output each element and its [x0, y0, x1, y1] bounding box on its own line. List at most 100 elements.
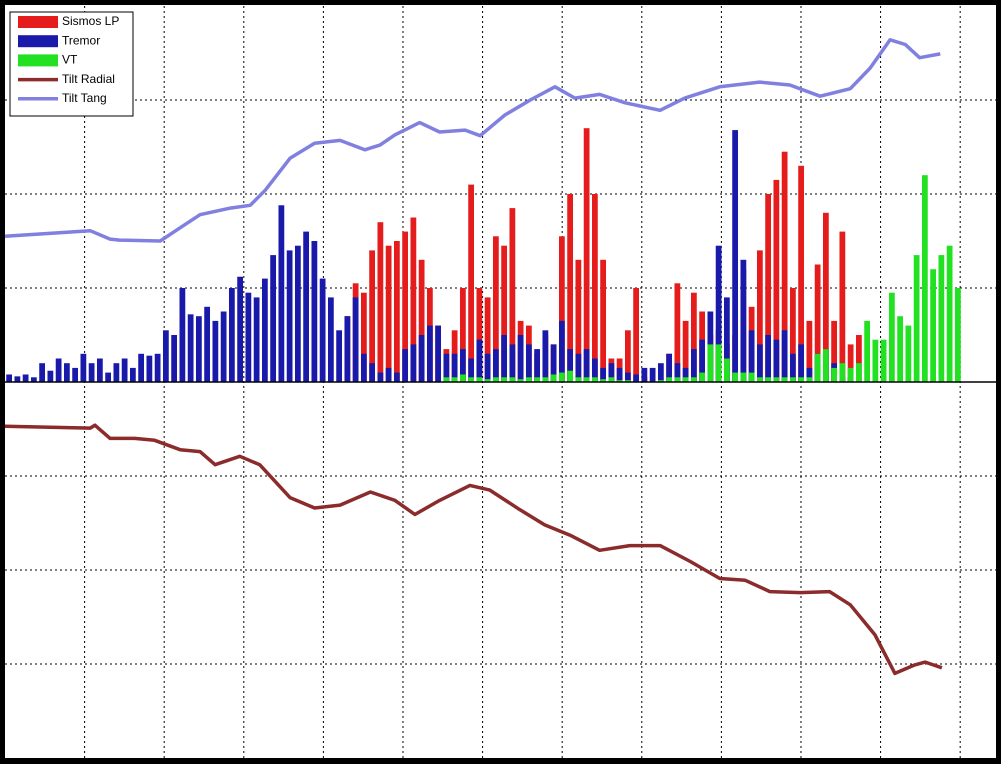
bar [88, 363, 95, 382]
bar [699, 339, 706, 382]
bar [80, 353, 87, 382]
bar [286, 250, 293, 382]
bar [179, 288, 186, 382]
bar [847, 344, 854, 382]
bar [550, 344, 557, 382]
bar [187, 314, 194, 382]
bar [96, 358, 103, 382]
bar [633, 288, 640, 382]
bar [682, 367, 689, 382]
bar [344, 316, 351, 382]
bar [468, 358, 475, 382]
bar [501, 335, 508, 382]
bar [905, 325, 912, 382]
bar [666, 353, 673, 382]
bar [624, 372, 631, 382]
bar [534, 377, 541, 382]
bar [55, 358, 62, 382]
bar [781, 151, 788, 382]
bar [14, 376, 21, 382]
bar [583, 349, 590, 382]
bar [542, 330, 549, 382]
bar [113, 363, 120, 382]
bar [789, 288, 796, 382]
legend-label: Tremor [62, 33, 100, 47]
bar [509, 377, 516, 382]
bar [575, 259, 582, 382]
bar [154, 353, 161, 382]
bar [327, 297, 334, 382]
bar [888, 292, 895, 382]
bar [558, 320, 565, 382]
bar [674, 363, 681, 382]
bar [558, 236, 565, 382]
bar [872, 339, 879, 382]
bar [468, 184, 475, 382]
bar [748, 372, 755, 382]
bar [542, 377, 549, 382]
bar [707, 344, 714, 382]
bar [831, 320, 838, 382]
bar [138, 353, 145, 382]
bar [39, 363, 46, 382]
bar [954, 288, 961, 382]
bar [789, 377, 796, 382]
bar [814, 264, 821, 382]
bar [657, 363, 664, 382]
bar [253, 297, 260, 382]
bar [484, 297, 491, 382]
bar [311, 241, 318, 382]
bar [402, 231, 409, 382]
bar [550, 374, 557, 382]
bar [789, 353, 796, 382]
bar [476, 288, 483, 382]
bar [63, 363, 70, 382]
bar [385, 367, 392, 382]
bar [616, 367, 623, 382]
bar [410, 217, 417, 382]
bar [806, 367, 813, 382]
bar [360, 292, 367, 382]
bar [459, 288, 466, 382]
bar [245, 292, 252, 382]
bar [938, 255, 945, 382]
bar [195, 316, 202, 382]
line [4, 423, 943, 676]
bar [237, 276, 244, 382]
bar [228, 288, 235, 382]
bar [121, 358, 128, 382]
bar [294, 245, 301, 382]
bar [435, 325, 442, 382]
bar [756, 250, 763, 382]
bar [773, 179, 780, 382]
bar [839, 363, 846, 382]
bar [204, 306, 211, 382]
bar [682, 377, 689, 382]
bar [525, 344, 532, 382]
bar [649, 367, 656, 382]
bar [913, 255, 920, 382]
bar [270, 255, 277, 382]
bar [443, 377, 450, 382]
bar [501, 377, 508, 382]
bar [517, 379, 524, 382]
bar [278, 205, 285, 382]
bar [756, 344, 763, 382]
bar [484, 379, 491, 382]
legend-swatch [18, 16, 58, 28]
bar [377, 372, 384, 382]
bar [822, 212, 829, 382]
bar [129, 367, 136, 382]
bar [855, 363, 862, 382]
bar [616, 380, 623, 382]
bar [608, 377, 615, 382]
bar [418, 335, 425, 382]
bar [525, 377, 532, 382]
line [4, 38, 941, 243]
bar [880, 339, 887, 382]
bar [220, 311, 227, 382]
bar [162, 330, 169, 382]
bar [72, 367, 79, 382]
bar [22, 374, 29, 382]
